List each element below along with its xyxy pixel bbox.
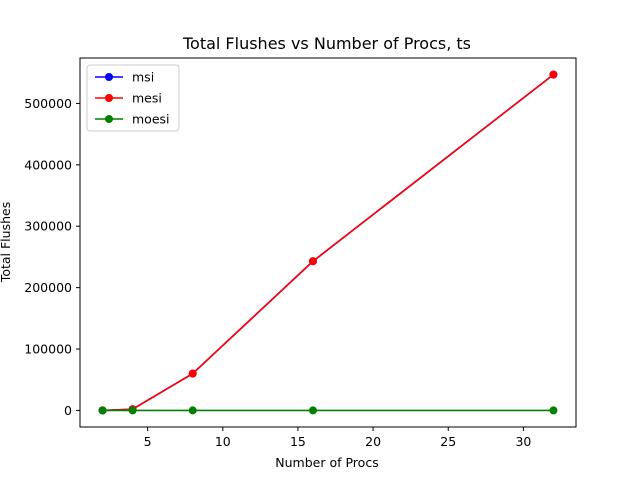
x-tick-label: 25: [440, 434, 456, 449]
axes-frame: [79, 57, 577, 428]
x-tick-label: 5: [144, 434, 152, 449]
y-tick-label: 500000: [24, 96, 72, 111]
data-point-mesi: [188, 369, 197, 378]
x-tick-label: 10: [215, 434, 231, 449]
y-tick-label: 200000: [24, 280, 72, 295]
legend-swatch-marker-mesi: [105, 94, 113, 102]
y-axis-label: Total Flushes: [0, 202, 13, 283]
y-tick-label: 100000: [24, 342, 72, 357]
legend: msi mesi moesi: [86, 64, 180, 132]
y-tick-label: 0: [64, 403, 72, 418]
legend-label-mesi: mesi: [132, 91, 162, 106]
data-point-mesi: [308, 257, 317, 266]
legend-label-msi: msi: [132, 70, 154, 85]
legend-swatch-marker-moesi: [105, 115, 113, 123]
data-point-moesi: [128, 406, 137, 415]
plot-area: 5 10 15 20 25 30 0 100000 200000 300000 400000 5000…: [24, 57, 577, 449]
x-axis-label: Number of Procs: [275, 455, 378, 470]
legend-label-moesi: moesi: [132, 112, 170, 127]
data-point-moesi: [188, 406, 197, 415]
x-tick-label: 20: [365, 434, 381, 449]
legend-box: [86, 64, 180, 132]
x-tick-label: 30: [515, 434, 531, 449]
data-point-moesi: [98, 406, 107, 415]
data-point-moesi: [549, 406, 558, 415]
x-tick-label: 15: [290, 434, 306, 449]
chart-title: Total Flushes vs Number of Procs, ts: [182, 34, 471, 53]
legend-swatch-marker-msi: [105, 73, 113, 81]
data-point-moesi: [308, 406, 317, 415]
y-tick-label: 400000: [24, 157, 72, 172]
data-point-mesi: [549, 70, 558, 79]
y-tick-label: 300000: [24, 219, 72, 234]
